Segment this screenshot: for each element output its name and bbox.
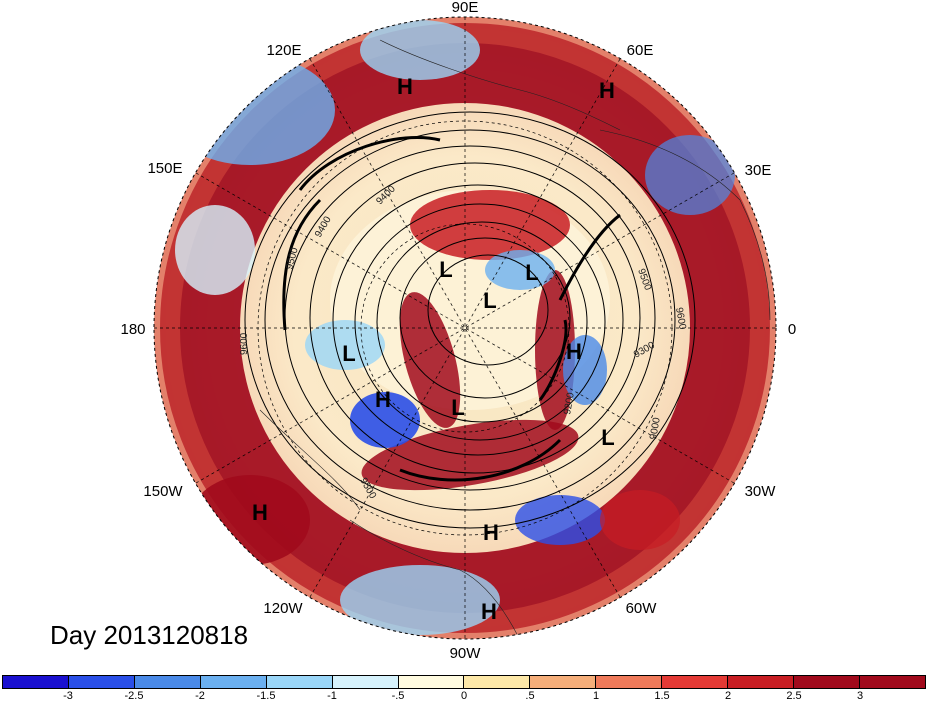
lon-label: 120W	[263, 600, 303, 617]
colorbar-swatch	[530, 676, 597, 688]
lon-label: 150W	[143, 483, 183, 500]
pressure-marker: H	[397, 74, 413, 99]
colorbar-swatch	[728, 676, 795, 688]
lon-label: 0	[788, 321, 796, 338]
colorbar-swatch	[134, 676, 201, 688]
colorbar-swatch	[794, 676, 860, 688]
colorbar-tick-label: -2	[195, 690, 205, 702]
colorbar-swatch	[464, 676, 531, 688]
colorbar-tick-label: 3	[856, 690, 864, 702]
pressure-marker: H	[375, 387, 391, 412]
colorbar	[2, 675, 926, 689]
anomaly-field	[154, 17, 776, 639]
pressure-marker: H	[483, 520, 499, 545]
pressure-marker: H	[252, 500, 268, 525]
lon-label: 120E	[266, 42, 301, 59]
colorbar-tick-label: 0	[460, 690, 468, 702]
colorbar-tick-label: .5	[525, 690, 535, 702]
lon-label: 90W	[450, 645, 482, 662]
colorbar-tick-label: 2	[724, 690, 732, 702]
contour-label: 9200	[562, 391, 577, 415]
lon-label: 60E	[627, 42, 654, 59]
colorbar-swatch	[200, 676, 267, 688]
colorbar-ticks: -3 -2.5 -2 -1.5 -1 -.5 0 .5 1 1.5 2 2.5 3	[2, 690, 926, 702]
lon-label: 60W	[626, 600, 658, 617]
longitude-labels: 90E 60E 30E 0 30W 60W 90W 120W 150W 180 …	[120, 0, 796, 662]
pressure-marker: H	[481, 599, 497, 624]
colorbar-swatch	[266, 676, 333, 688]
pressure-marker: L	[601, 425, 614, 450]
colorbar-swatch	[68, 676, 135, 688]
colorbar-tick-label: 1.5	[654, 690, 670, 702]
colorbar-tick-label: -2.5	[124, 690, 144, 702]
lon-label: 150E	[147, 160, 182, 177]
colorbar-swatch	[398, 676, 465, 688]
lon-label: 180	[120, 321, 145, 338]
contour-label: 9600	[239, 332, 250, 355]
pressure-marker: L	[525, 260, 538, 285]
colorbar-tick-label: -.5	[391, 690, 405, 702]
colorbar-swatch	[859, 676, 925, 688]
contour-label: 9600	[673, 307, 688, 331]
pressure-marker: L	[439, 257, 452, 282]
pressure-systems: H H L L L H L H L L H H H	[252, 74, 615, 624]
lon-label: 30E	[745, 162, 772, 179]
lon-label: 90E	[452, 0, 479, 16]
colorbar-swatch	[332, 676, 399, 688]
colorbar-tick-label: 2.5	[786, 690, 802, 702]
contour-label: 9000	[648, 416, 663, 440]
colorbar-swatch	[596, 676, 663, 688]
polar-map: 90E 60E 30E 0 30W 60W 90W 120W 150W 180 …	[120, 0, 796, 662]
pressure-marker: H	[599, 78, 615, 103]
lon-label: 30W	[745, 483, 777, 500]
colorbar-swatch	[3, 676, 69, 688]
colorbar-swatch	[662, 676, 729, 688]
pressure-marker: L	[451, 395, 464, 420]
colorbar-tick-label: -3	[63, 690, 73, 702]
pressure-marker: H	[566, 339, 582, 364]
timestamp-label: Day 2013120818	[50, 620, 249, 650]
colorbar-tick-label: -1	[327, 690, 337, 702]
pressure-marker: L	[483, 288, 496, 313]
pressure-marker: L	[342, 341, 355, 366]
colorbar-tick-label: 1	[592, 690, 600, 702]
colorbar-tick-label: -1.5	[256, 690, 276, 702]
